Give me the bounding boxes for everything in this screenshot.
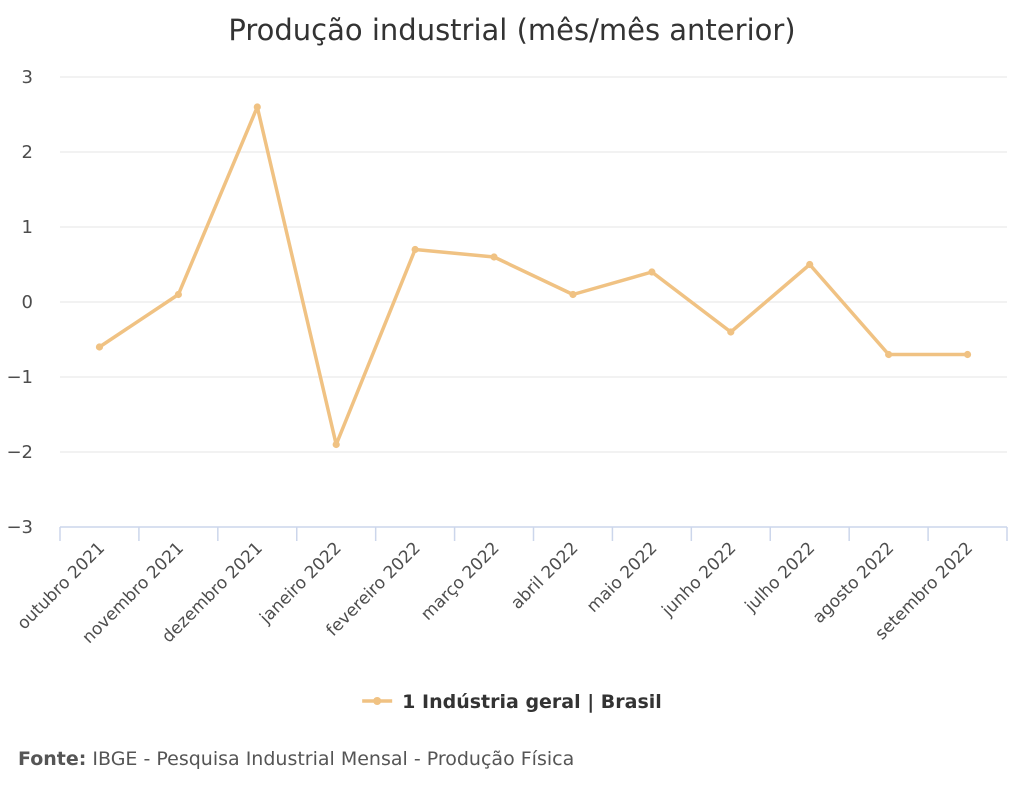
y-tick-label: 0 (22, 292, 33, 313)
source-text: IBGE - Pesquisa Industrial Mensal - Prod… (92, 748, 575, 770)
data-point[interactable] (95, 343, 104, 351)
source-label: Fonte: (18, 748, 87, 770)
grid-lines (60, 76, 1007, 528)
y-axis: 3 2 1 0 −1 −2 −3 (6, 67, 33, 538)
data-point[interactable] (727, 328, 735, 336)
source-note: Fonte: IBGE - Pesquisa Industrial Mensal… (18, 748, 574, 770)
y-tick-label: 1 (22, 217, 33, 238)
x-tick-label: janeiro 2022 (255, 538, 345, 628)
series-layer (95, 103, 972, 449)
legend-marker-swatch (373, 697, 382, 705)
data-point[interactable] (569, 290, 577, 299)
data-point[interactable] (174, 290, 182, 299)
legend-label: 1 Indústria geral | Brasil (402, 691, 662, 713)
series-line (97, 105, 970, 447)
data-point[interactable] (806, 260, 814, 269)
y-tick-label: 3 (22, 67, 33, 88)
x-tick-label: abril 2022 (507, 538, 582, 613)
x-tick-label: agosto 2022 (809, 538, 898, 627)
y-tick-label: 2 (22, 142, 33, 163)
legend[interactable]: 1 Indústria geral | Brasil (362, 691, 662, 713)
data-point[interactable] (332, 440, 340, 449)
line-chart: Produção industrial (mês/mês anterior) 3… (6, 13, 1008, 713)
x-tick-label: março 2022 (417, 538, 503, 624)
data-point[interactable] (411, 245, 419, 254)
y-tick-label: −1 (6, 367, 33, 388)
x-tick-label: julho 2022 (741, 538, 820, 617)
y-tick-label: −2 (6, 442, 33, 463)
data-point[interactable] (648, 268, 656, 276)
chart-title: Produção industrial (mês/mês anterior) (228, 13, 795, 47)
data-point[interactable] (253, 103, 261, 111)
data-point[interactable] (885, 350, 893, 359)
x-tick-label: maio 2022 (583, 538, 661, 616)
y-tick-label: −3 (6, 517, 33, 538)
data-point[interactable] (490, 253, 498, 261)
data-point[interactable] (963, 350, 972, 359)
x-tick-label: junho 2022 (658, 538, 741, 621)
